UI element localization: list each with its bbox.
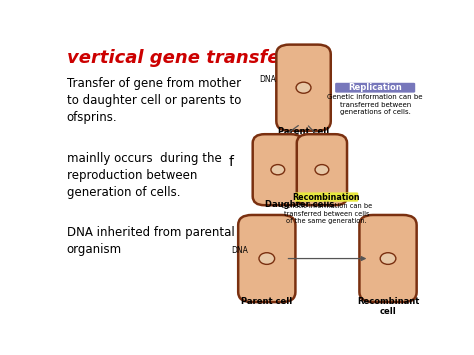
Text: mainlly occurs  during the
reproduction between
generation of cells.: mainlly occurs during the reproduction b… [66,152,221,199]
Text: Genetic information can be
transferred between
generations of cells.: Genetic information can be transferred b… [328,94,423,115]
FancyBboxPatch shape [253,134,303,205]
Text: Recombinant
cell: Recombinant cell [357,297,419,316]
Ellipse shape [271,165,285,175]
Text: Daughter cells: Daughter cells [265,201,335,209]
Ellipse shape [296,82,311,93]
Text: DNA: DNA [231,246,248,255]
FancyBboxPatch shape [359,215,417,302]
FancyBboxPatch shape [335,83,415,93]
Text: DNA inherited from parental
organism: DNA inherited from parental organism [66,226,234,256]
Text: Genetic information can be
transferred between cells
of the same generation.: Genetic information can be transferred b… [281,203,372,224]
FancyBboxPatch shape [297,134,347,205]
Text: DNA: DNA [259,75,276,84]
Ellipse shape [315,165,329,175]
FancyBboxPatch shape [295,192,358,202]
Text: vertical gene transfer: vertical gene transfer [66,49,288,67]
Ellipse shape [259,253,274,264]
Text: Parent cell: Parent cell [278,127,329,136]
Ellipse shape [380,253,396,264]
Text: Parent cell: Parent cell [241,297,292,306]
Text: Replication: Replication [348,83,402,92]
Text: f: f [228,154,233,169]
FancyBboxPatch shape [238,215,295,302]
Text: Recombination: Recombination [292,192,360,202]
FancyBboxPatch shape [276,45,331,131]
Text: Transfer of gene from mother
to daughter cell or parents to
ofsprins.: Transfer of gene from mother to daughter… [66,77,241,124]
